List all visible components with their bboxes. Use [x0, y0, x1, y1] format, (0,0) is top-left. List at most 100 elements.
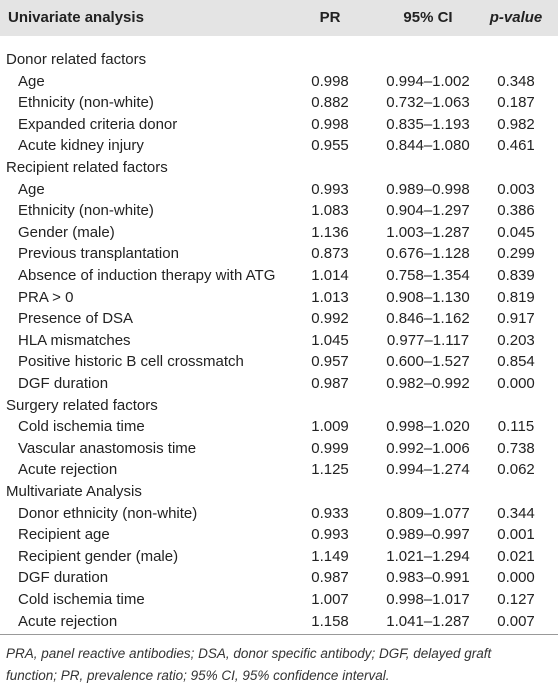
cell-value: 0.882 [311, 94, 349, 112]
cell-value: 0.994–1.002 [386, 72, 470, 90]
cell-value: 0.977–1.117 [386, 331, 470, 349]
cell-value: 1.021–1.294 [386, 547, 470, 565]
cell-value: 0.461 [497, 137, 535, 155]
cell-value: 0.908–1.130 [386, 288, 470, 306]
row-label: DGF duration [18, 569, 109, 587]
cell-value: 0.955 [311, 137, 349, 155]
cell-value: 1.083 [311, 202, 349, 220]
cell-value: 0.348 [497, 72, 535, 90]
cell-value: 1.149 [311, 547, 349, 565]
cell-value: 0.989–0.997 [386, 526, 470, 544]
cell-value: 0.982 [497, 115, 535, 133]
cell-value: 0.001 [497, 526, 535, 544]
cell-value: 0.957 [311, 353, 349, 371]
cell-value: 1.007 [311, 591, 349, 608]
cell-value: 0.003 [497, 180, 535, 198]
cell-value: 1.158 [311, 612, 349, 630]
cell-value: 0.994–1.274 [386, 461, 470, 479]
cell-value: 0.844–1.080 [386, 137, 470, 155]
cell-value: 0.676–1.128 [386, 245, 470, 263]
cell-value: 0.873 [311, 245, 349, 263]
cell-value: 1.009 [311, 418, 349, 436]
cell-value: 0.062 [497, 461, 535, 479]
header-cell: PR [319, 9, 341, 26]
section-title: Surgery related factors [6, 396, 158, 414]
row-label: Donor ethnicity (non-white) [18, 504, 198, 522]
cell-value: 0.187 [497, 94, 535, 112]
cell-value: 0.989–0.998 [386, 180, 470, 198]
row-label: Ethnicity (non-white) [18, 202, 154, 220]
cell-value: 0.819 [497, 288, 535, 306]
cell-value: 0.854 [497, 353, 535, 371]
row-label: Cold ischemia time [18, 418, 145, 436]
cell-value: 0.021 [497, 547, 535, 565]
cell-value: 0.000 [497, 375, 535, 392]
row-label: DGF duration [18, 375, 109, 392]
section-title: Recipient related factors [6, 159, 168, 176]
cell-value: 0.738 [497, 439, 535, 457]
cell-value: 0.000 [497, 569, 535, 587]
cell-value: 0.998 [311, 72, 349, 90]
cell-value: 0.992 [311, 310, 349, 328]
cell-value: 0.983–0.991 [386, 569, 470, 587]
cell-value: 0.998–1.020 [386, 418, 470, 436]
cell-value: 0.987 [311, 375, 349, 392]
cell-value: 0.299 [497, 245, 535, 263]
cell-value: 1.014 [311, 267, 349, 284]
section-title: Donor related factors [6, 51, 147, 68]
cell-value: 0.344 [497, 504, 535, 522]
row-label: Previous transplantation [18, 245, 179, 263]
cell-value: 0.987 [311, 569, 349, 587]
cell-value: 0.732–1.063 [386, 94, 470, 112]
row-label: Presence of DSA [18, 310, 134, 328]
row-label: Acute kidney injury [18, 137, 144, 155]
row-label: Vascular anastomosis time [18, 439, 197, 457]
row-label: Recipient age [18, 526, 110, 544]
cell-value: 0.045 [497, 223, 535, 241]
row-label: Gender (male) [18, 223, 115, 241]
cell-value: 0.846–1.162 [386, 310, 470, 328]
header-cell: 95% CI [403, 9, 453, 26]
row-label: Acute rejection [18, 461, 118, 479]
row-label: PRA > 0 [18, 288, 74, 306]
cell-value: 1.045 [311, 331, 349, 349]
bottom-rule [0, 634, 558, 635]
cell-value: 0.758–1.354 [386, 267, 470, 284]
row-label: Expanded criteria donor [18, 115, 178, 133]
row-label: HLA mismatches [18, 331, 131, 349]
cell-value: 1.003–1.287 [386, 223, 470, 241]
header-cell: p-value [489, 9, 543, 26]
header-cell: Univariate analysis [8, 9, 144, 26]
cell-value: 0.999 [311, 439, 349, 457]
cell-value: 0.992–1.006 [386, 439, 470, 457]
cell-value: 0.998 [311, 115, 349, 133]
row-label: Recipient gender (male) [18, 547, 179, 565]
cell-value: 0.998–1.017 [386, 591, 470, 608]
cell-value: 0.904–1.297 [386, 202, 470, 220]
cell-value: 0.007 [497, 612, 535, 630]
row-label: Absence of induction therapy with ATG [18, 267, 276, 284]
row-label: Cold ischemia time [18, 591, 145, 608]
footnote: PRA, panel reactive antibodies; DSA, don… [6, 646, 492, 683]
cell-value: 0.600–1.527 [386, 353, 470, 371]
cell-value: 0.982–0.992 [386, 375, 470, 392]
header-bar [0, 0, 558, 36]
cell-value: 0.993 [311, 180, 349, 198]
row-label: Age [18, 180, 45, 198]
section-title: Multivariate Analysis [6, 483, 142, 500]
cell-value: 0.835–1.193 [386, 115, 470, 133]
cell-value: 0.386 [497, 202, 535, 220]
cell-value: 0.115 [497, 418, 535, 436]
row-label: Age [18, 72, 45, 90]
cell-value: 0.127 [497, 591, 535, 608]
row-label: Acute rejection [18, 612, 118, 630]
cell-value: 0.203 [497, 331, 535, 349]
cell-value: 0.917 [497, 310, 535, 328]
cell-value: 0.993 [311, 526, 349, 544]
cell-value: 0.933 [311, 504, 349, 522]
cell-value: 0.809–1.077 [386, 504, 470, 522]
cell-value: 1.041–1.287 [386, 612, 470, 630]
cell-value: 1.125 [311, 461, 349, 479]
cell-value: 1.136 [311, 223, 349, 241]
